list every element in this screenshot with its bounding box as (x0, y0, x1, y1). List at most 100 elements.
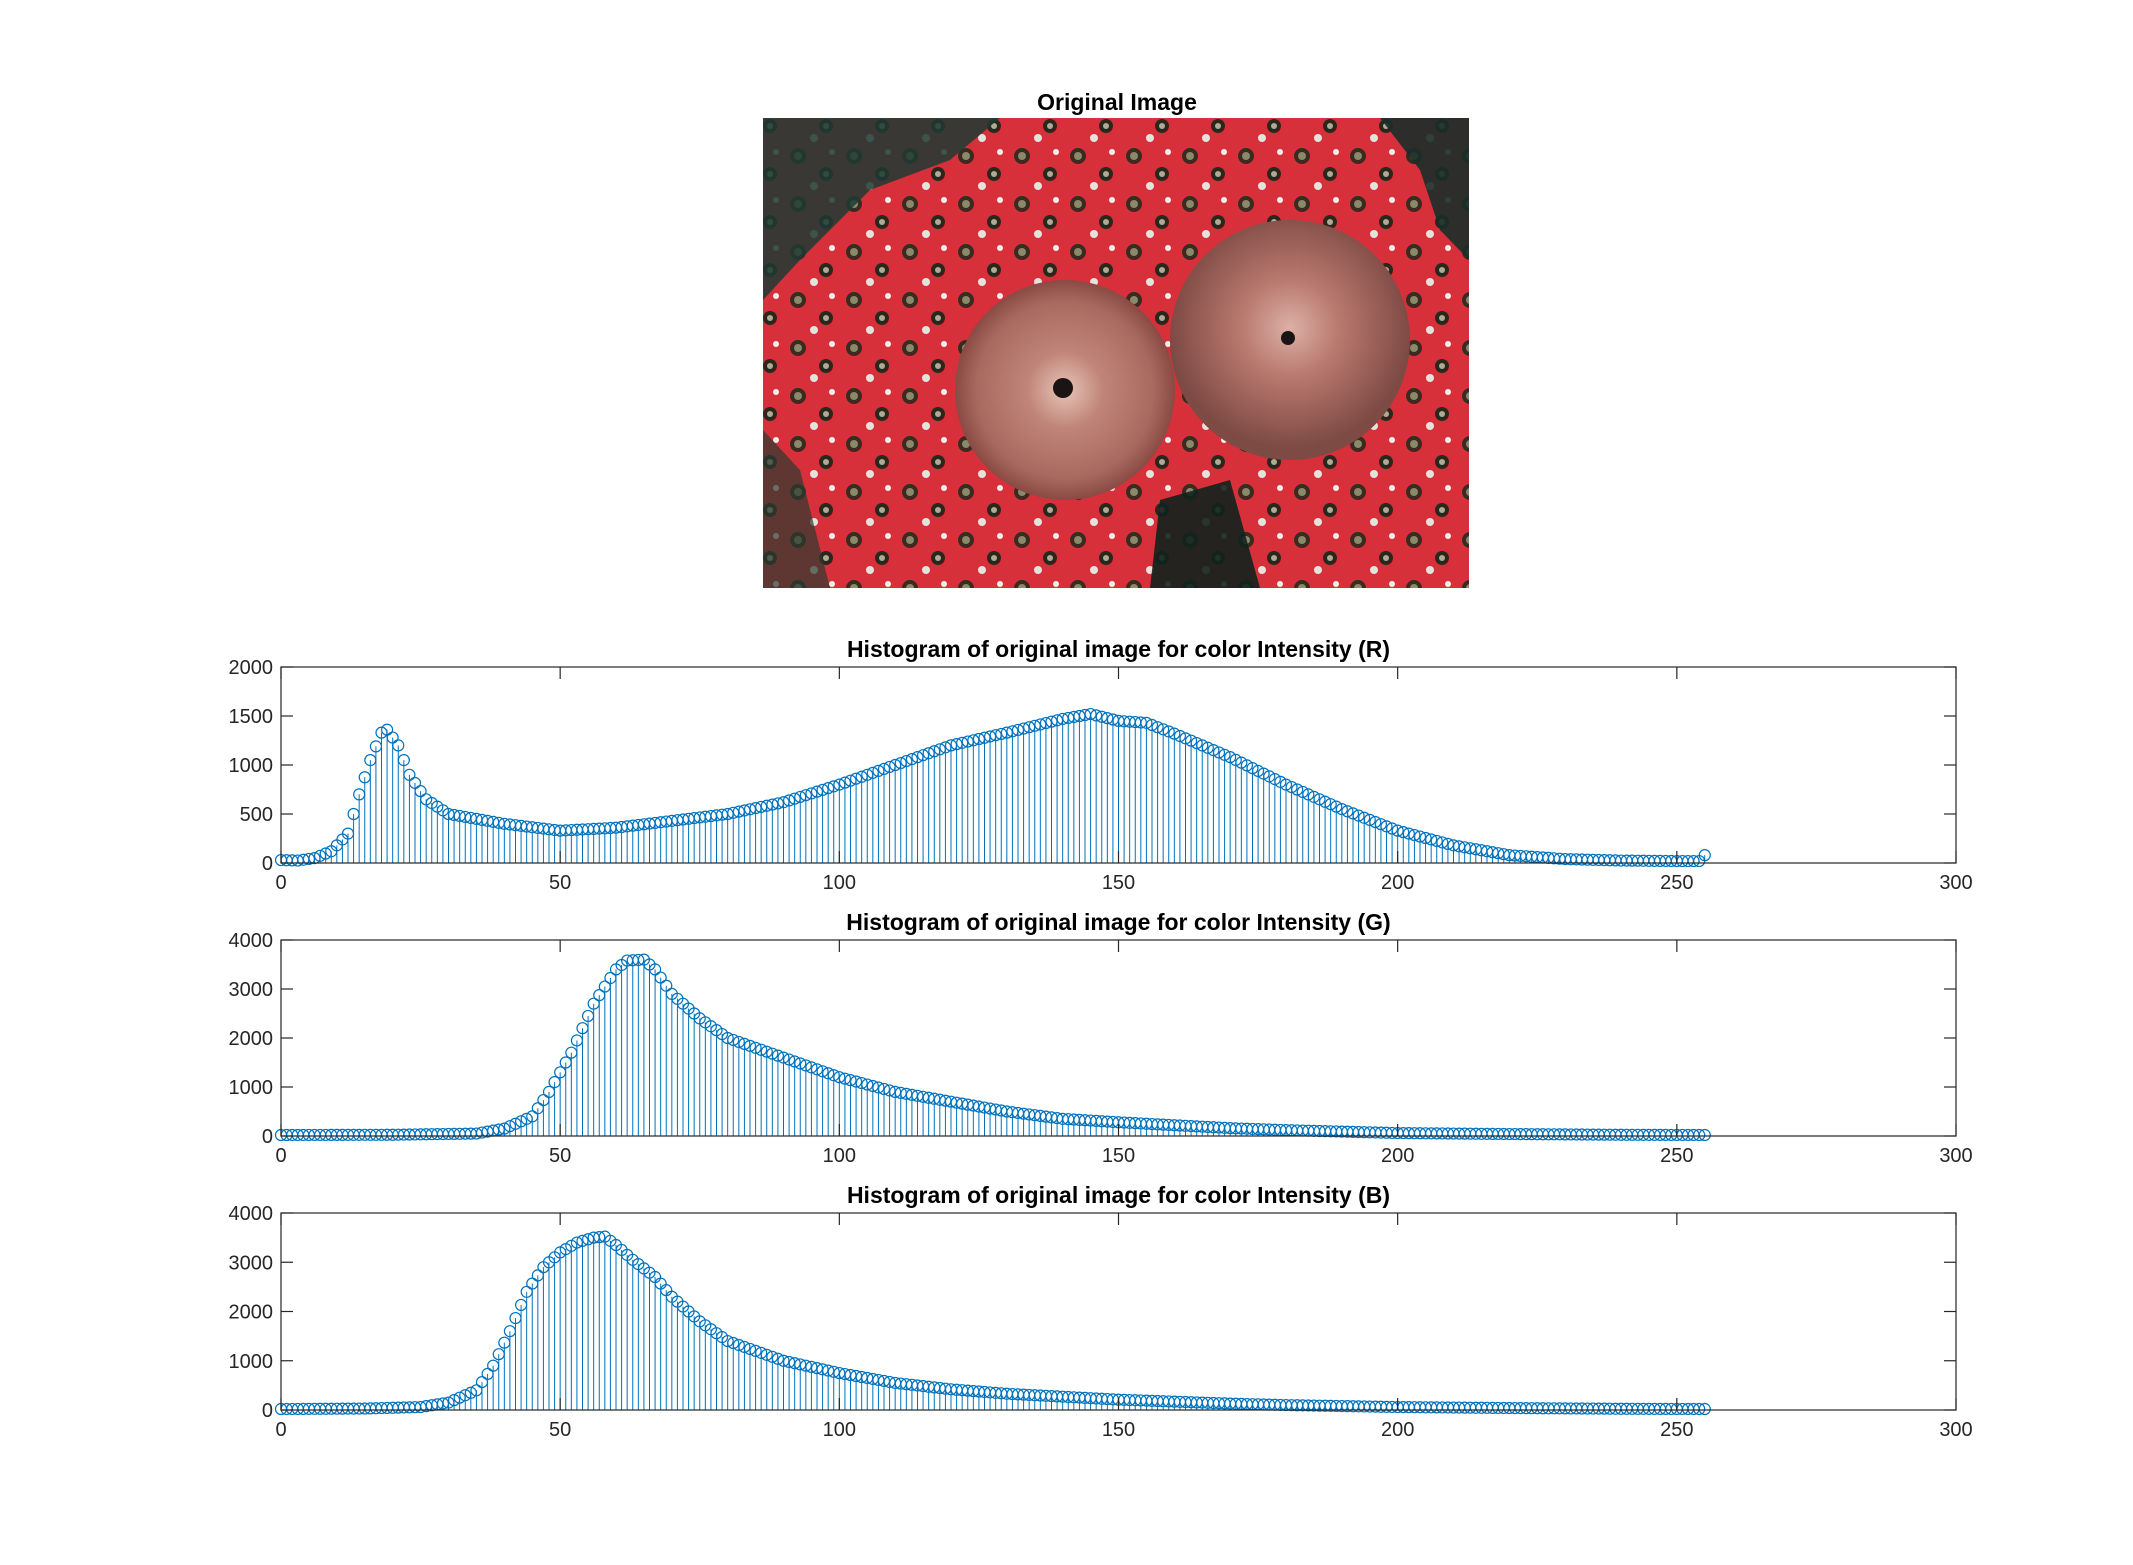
stem-marker (760, 1348, 773, 1361)
y-tick-label: 3000 (229, 979, 274, 1001)
stem-marker (1391, 824, 1404, 837)
stem-marker (1419, 831, 1432, 845)
stem-marker (743, 1342, 757, 1356)
stem-marker (721, 1031, 734, 1045)
stem-marker (1285, 780, 1298, 794)
stem-marker (1207, 744, 1220, 757)
stem-marker (799, 1359, 812, 1372)
stem-marker (1693, 1402, 1706, 1416)
stem-marker (805, 1061, 818, 1074)
stem-marker (1173, 729, 1187, 743)
y-tick-label: 2000 (229, 657, 274, 679)
stem-marker (749, 1041, 762, 1054)
stem-marker (799, 1059, 812, 1072)
stem-marker (1402, 827, 1415, 840)
x-tick-label: 0 (275, 1145, 286, 1167)
stem-marker (1090, 709, 1103, 722)
stem-marker (1330, 800, 1343, 813)
stem-marker (1279, 778, 1293, 791)
stem-marker (727, 1336, 740, 1350)
stem-marker (397, 753, 410, 767)
histogram-axes-1: Histogram of original image for color In… (229, 909, 1973, 1167)
stem-marker (833, 1071, 846, 1084)
x-tick-label: 300 (1939, 872, 1972, 894)
stem-marker (872, 1081, 885, 1094)
stem-marker (1693, 1128, 1706, 1142)
stem-marker (816, 1065, 829, 1078)
y-tick-label: 0 (262, 1400, 273, 1422)
stem-marker (732, 1035, 745, 1049)
stem-marker (1240, 759, 1254, 772)
y-tick-label: 2000 (229, 1028, 274, 1050)
y-tick-label: 4000 (229, 1203, 274, 1225)
stem-marker (1140, 716, 1153, 729)
stem-marker (1263, 770, 1276, 783)
x-tick-label: 200 (1381, 1145, 1414, 1167)
stem-marker (1324, 798, 1337, 811)
x-tick-label: 150 (1102, 872, 1135, 894)
x-tick-label: 50 (549, 1419, 571, 1441)
stem-marker (1218, 748, 1231, 761)
x-tick-label: 100 (823, 872, 856, 894)
stem-marker (660, 979, 673, 992)
stem-marker (1134, 716, 1147, 729)
stem-marker (777, 1051, 790, 1064)
stem-marker (1179, 732, 1192, 745)
stem-marker (1352, 809, 1365, 822)
stem-marker (782, 1053, 796, 1066)
stem-marker (1184, 734, 1198, 747)
photo (763, 118, 1469, 588)
stem-marker (771, 1352, 785, 1365)
stem-marker (1374, 818, 1388, 831)
stem-marker (732, 1338, 745, 1352)
stem-marker (788, 1055, 801, 1068)
y-tick-label: 1000 (229, 1351, 274, 1373)
stem-marker (1313, 793, 1326, 806)
stem-marker (1397, 826, 1410, 839)
y-tick-label: 1500 (229, 706, 274, 728)
stem-marker (877, 1082, 891, 1096)
stem-marker (1151, 721, 1164, 734)
stem-marker (861, 1078, 874, 1091)
stem-marker (1196, 739, 1209, 752)
stem-marker (743, 1039, 757, 1052)
x-tick-label: 250 (1660, 1145, 1693, 1167)
stem-marker (1168, 727, 1181, 740)
y-tick-label: 1000 (229, 1077, 274, 1099)
x-tick-label: 50 (549, 872, 571, 894)
stem-marker (648, 963, 662, 976)
x-tick-label: 100 (823, 1419, 856, 1441)
x-tick-label: 50 (549, 1145, 571, 1167)
stem-marker (766, 1350, 779, 1363)
stem-marker (1335, 802, 1348, 816)
stem-marker (794, 1057, 807, 1070)
stem-marker (1408, 828, 1421, 842)
stem-marker (838, 1072, 852, 1085)
y-tick-label: 0 (262, 853, 273, 875)
stem-marker (788, 1357, 801, 1370)
stem-marker (805, 1360, 818, 1374)
stem-marker (1224, 751, 1237, 764)
x-tick-label: 250 (1660, 1419, 1693, 1441)
stem-marker (1425, 833, 1438, 846)
stem-marker (810, 1362, 824, 1375)
y-tick-label: 1000 (229, 755, 274, 777)
stem-marker (810, 1063, 824, 1076)
chart-title: Histogram of original image for color In… (847, 636, 1390, 662)
x-tick-label: 0 (275, 872, 286, 894)
stem-marker (855, 1076, 868, 1090)
stem-marker (816, 1363, 829, 1376)
stem-marker (727, 1033, 740, 1047)
stem-marker (1369, 815, 1382, 829)
x-tick-label: 0 (275, 1419, 286, 1441)
stem-marker (1157, 723, 1170, 736)
stem-marker (1145, 718, 1159, 732)
stem-marker (1101, 712, 1114, 725)
stem-marker (771, 1049, 785, 1062)
stem-marker (749, 1344, 762, 1358)
histogram-axes-0: Histogram of original image for color In… (229, 636, 1973, 894)
stem-marker (883, 1084, 896, 1097)
stem-marker (1162, 725, 1175, 738)
y-tick-label: 500 (240, 804, 273, 826)
